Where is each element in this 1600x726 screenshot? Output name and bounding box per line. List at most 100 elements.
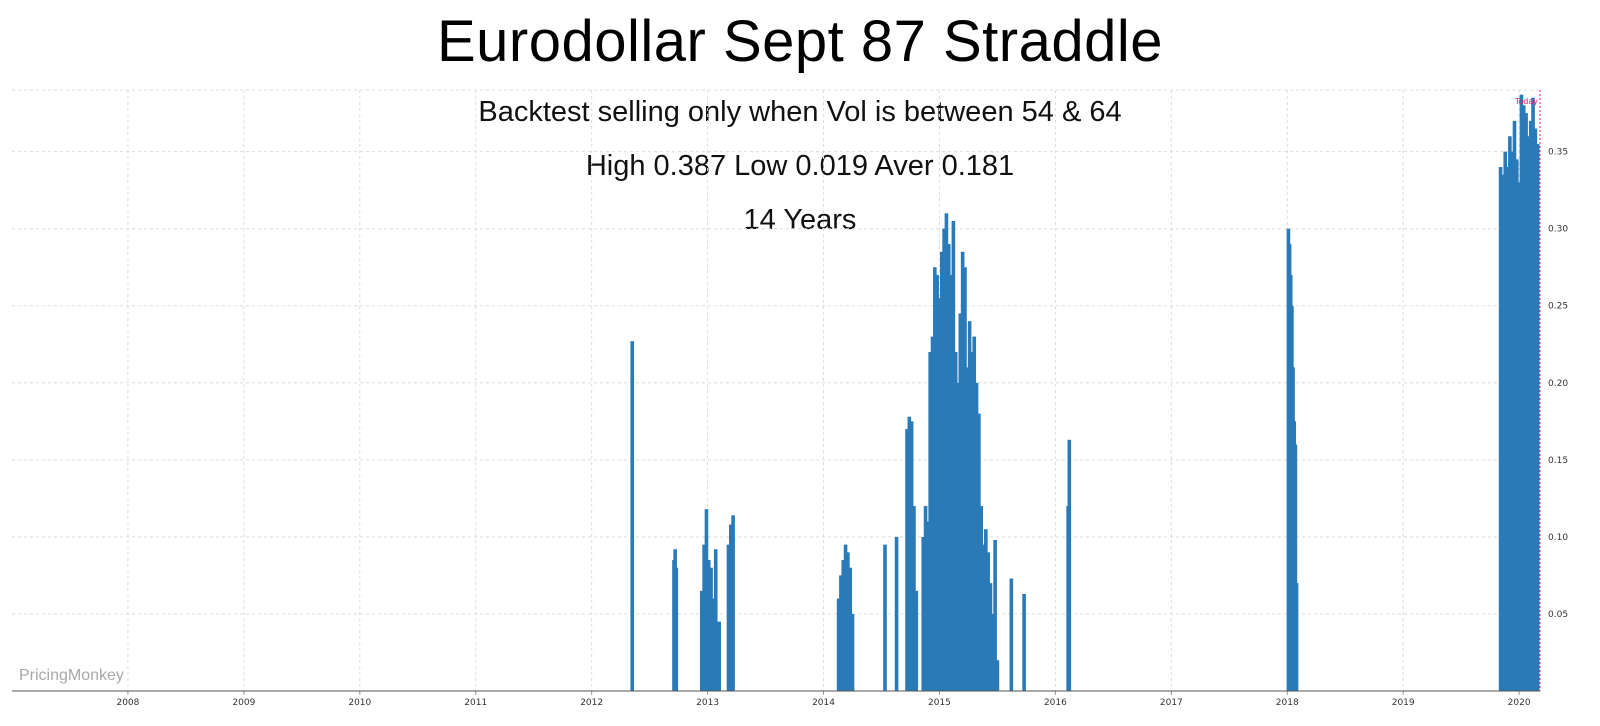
data-bar [704,509,709,691]
data-bar [709,567,713,691]
data-bar [1067,439,1072,691]
data-bar [928,351,932,691]
data-bar [981,544,986,691]
data-bar [926,521,930,691]
data-bar [1501,174,1505,691]
data-bar [700,590,704,691]
data-bar [848,567,852,691]
data-bar [1526,136,1531,691]
x-tick-label: 2020 [1508,698,1531,708]
data-bar [935,274,939,691]
data-bar [1508,136,1512,691]
data-bar [1512,120,1517,692]
data-bar [1535,143,1540,691]
data-bar [967,321,972,691]
data-bar [905,429,909,691]
x-tick-label: 2016 [1044,698,1067,708]
y-tick-label: 0.20 [1548,379,1568,389]
data-bar [909,421,914,691]
data-bar [942,228,946,691]
data-bar [970,351,974,691]
data-bar [937,298,942,691]
data-bar [1022,593,1026,691]
data-bar [990,613,995,691]
data-bar [883,544,887,691]
data-bar [717,621,721,691]
x-tick-label: 2014 [812,698,835,708]
data-bar [1503,151,1508,692]
data-bar [977,413,981,691]
data-bar [988,583,993,691]
data-bar [711,598,716,691]
y-tick-label: 0.05 [1548,610,1568,620]
x-tick-label: 2017 [1160,698,1183,708]
y-tick-label: 0.10 [1548,533,1568,543]
data-bar [843,544,848,691]
data-bar [933,267,937,691]
x-tick-label: 2011 [464,698,487,708]
data-bar [630,341,635,691]
y-tick-label: 0.30 [1548,225,1568,235]
data-bar [706,560,711,691]
data-bar [953,351,958,691]
x-tick-label: 2012 [580,698,603,708]
data-bar [1294,583,1299,691]
x-tick-label: 2013 [696,698,719,708]
data-bar [836,598,841,691]
data-bar [972,336,977,691]
data-bar [894,536,899,691]
x-tick-label: 2009 [232,698,255,708]
watermark: PricingMonkey [19,667,124,684]
data-bar [674,567,679,691]
data-bar [841,560,846,691]
data-bar [984,529,988,691]
data-bar [963,267,967,691]
data-bar [965,367,970,691]
data-bar [726,544,731,691]
data-bar [1519,94,1524,692]
data-bar [958,313,963,691]
data-bar [728,524,733,691]
data-bar [1009,578,1014,691]
data-bar [846,552,850,691]
chart-subtitle-stats: High 0.387 Low 0.019 Aver 0.181 [585,150,1015,182]
data-bar [995,660,1000,691]
data-bar [1531,97,1535,691]
data-bar [1528,120,1533,692]
data-bar [930,336,935,691]
data-bar [1524,113,1528,692]
data-bar [1517,182,1521,691]
chart-subtitle-backtest: Backtest selling only when Vol is betwee… [478,96,1122,128]
data-bar [914,590,919,691]
chart-title: Eurodollar Sept 87 Straddle [436,9,1164,74]
x-tick-label: 2015 [928,698,951,708]
data-bar [956,382,960,691]
data-bar [1533,128,1538,691]
data-bar [974,382,979,691]
y-tick-label: 0.15 [1548,456,1568,466]
data-bar [1293,444,1298,691]
data-bar [1498,167,1503,692]
data-bar [702,544,706,691]
data-bar [946,244,951,691]
y-tick-label: 0.25 [1548,302,1568,312]
data-bar [960,251,965,692]
data-bar [951,220,956,691]
data-bar [921,536,926,691]
data-bar [912,506,916,691]
data-bar [839,575,843,691]
data-bar [1505,167,1510,692]
data-bar [907,416,912,691]
data-bar [986,552,990,691]
x-tick-label: 2019 [1392,698,1415,708]
data-bar [1521,105,1526,691]
x-tick-label: 2008 [116,698,139,708]
data-bar [713,549,718,691]
data-bar [979,506,984,691]
y-tick-label: 0.35 [1548,148,1568,158]
data-bar [850,613,855,691]
data-bar [1515,159,1519,691]
chart-subtitle-years: 14 Years [743,204,857,236]
data-bar [944,213,949,692]
